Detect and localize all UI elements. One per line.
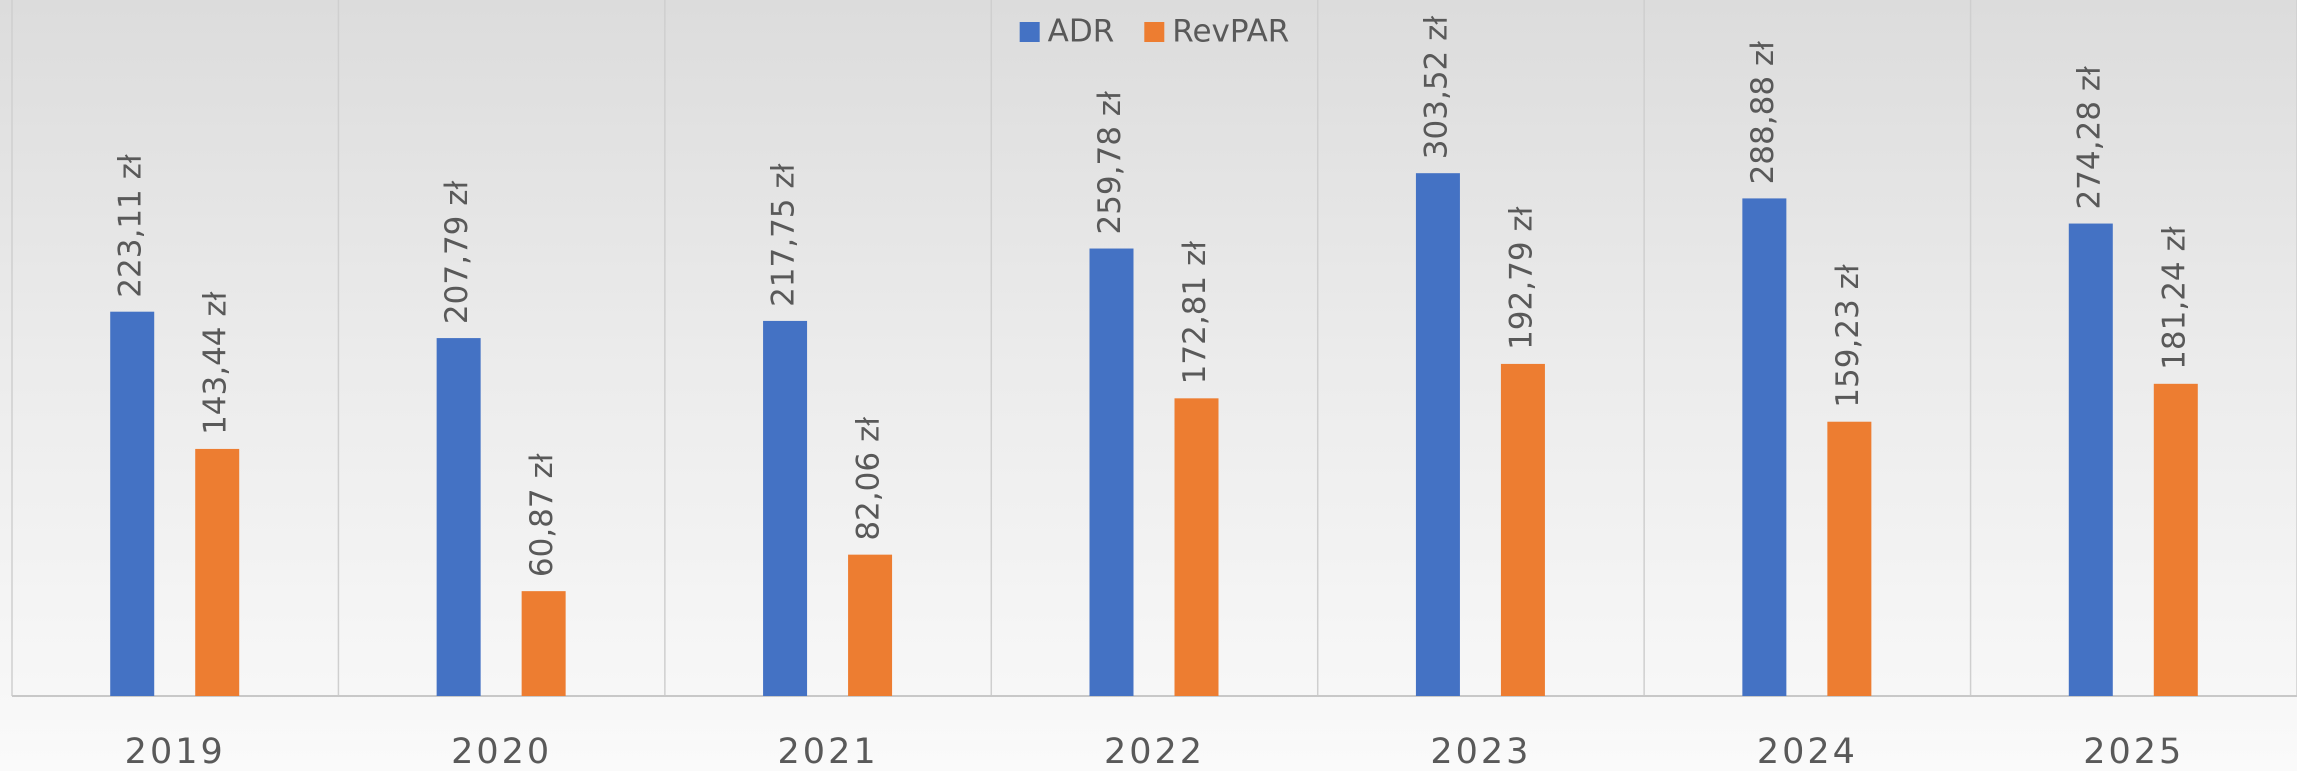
bar	[848, 555, 892, 696]
bar	[437, 338, 481, 696]
bar	[1742, 198, 1786, 696]
data-label: 288,88 zł	[1745, 41, 1781, 185]
data-label: 159,23 zł	[1830, 264, 1866, 408]
chart: 2019 223,11 zł 143,44 zł 2020 207,79 zł 60,87…	[0, 0, 2297, 771]
x-tick-label: 2024	[1757, 732, 1858, 771]
data-label: 303,52 zł	[1418, 16, 1454, 160]
legend-label: RevPAR	[1172, 14, 1289, 50]
bar	[1827, 422, 1871, 696]
data-label: 82,06 zł	[851, 417, 887, 541]
x-tick-label: 2021	[778, 732, 879, 771]
x-tick-label: 2020	[451, 732, 552, 771]
data-label: 217,75 zł	[766, 163, 802, 307]
data-label: 207,79 zł	[439, 180, 475, 324]
bar	[522, 591, 566, 696]
legend-label: ADR	[1048, 14, 1115, 50]
data-label: 192,79 zł	[1503, 206, 1539, 350]
x-tick-label: 2022	[1104, 732, 1205, 771]
bar	[1175, 398, 1219, 696]
x-tick-label: 2023	[1430, 732, 1531, 771]
legend-swatch	[1144, 22, 1164, 42]
bar	[763, 321, 807, 696]
data-label: 60,87 zł	[524, 453, 560, 577]
data-label: 274,28 zł	[2071, 66, 2107, 210]
data-label: 223,11 zł	[113, 154, 149, 298]
bar	[1090, 249, 1134, 696]
data-label: 259,78 zł	[1092, 91, 1128, 235]
legend-swatch	[1020, 22, 1040, 42]
bar	[195, 449, 239, 696]
bar	[2154, 384, 2198, 696]
background	[0, 0, 2297, 771]
bar	[1501, 364, 1545, 696]
data-label: 143,44 zł	[198, 291, 234, 435]
bar	[2069, 224, 2113, 696]
x-tick-label: 2025	[2083, 732, 2184, 771]
bar	[110, 312, 154, 696]
data-label: 172,81 zł	[1177, 241, 1213, 385]
x-tick-label: 2019	[125, 732, 226, 771]
bar	[1416, 173, 1460, 696]
data-label: 181,24 zł	[2156, 226, 2192, 370]
